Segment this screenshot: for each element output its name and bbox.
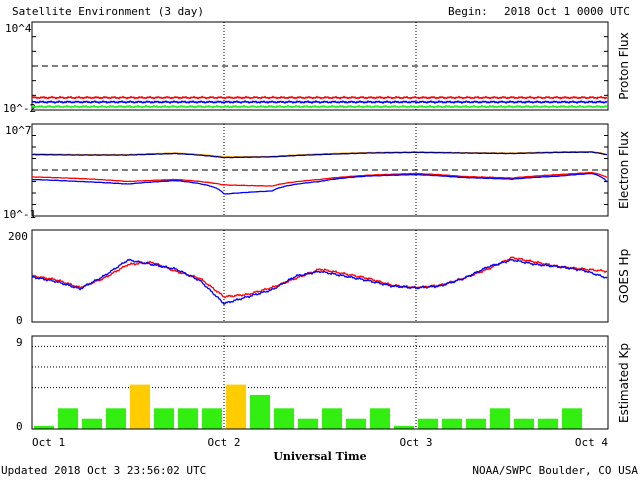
hp-y-min-label: 0 xyxy=(16,314,23,327)
credit-text: NOAA/SWPC Boulder, CO USA xyxy=(472,464,638,477)
kp-bar xyxy=(130,384,150,429)
x-tick-label: Oct 4 xyxy=(575,436,608,449)
proton-flux-series-green xyxy=(31,104,608,109)
kp-bar xyxy=(538,418,558,429)
proton-flux-axis-label: Proton Flux xyxy=(617,32,631,99)
kp-bar xyxy=(394,425,414,429)
kp-bar xyxy=(106,408,126,429)
estimated-kp-panel: 9 0 Estimated Kp xyxy=(16,335,631,433)
electron-flux-series-navy xyxy=(31,151,608,159)
electron-y-min-label: 10^-1 xyxy=(3,208,36,221)
kp-bar xyxy=(418,418,438,429)
kp-bar xyxy=(250,394,270,429)
kp-bar xyxy=(274,408,294,429)
kp-bar xyxy=(490,408,510,429)
begin-value: 2018 Oct 1 0000 UTC xyxy=(504,5,630,18)
proton-flux-series-red xyxy=(31,95,607,100)
goes-hp-frame xyxy=(31,229,609,323)
hp-y-max-label: 200 xyxy=(8,230,28,243)
electron-flux-panel: 10^7 10^-1 Electron Flux xyxy=(3,123,631,221)
kp-bar xyxy=(514,418,534,429)
goes-hp-series-red xyxy=(31,256,607,299)
electron-flux-series-red xyxy=(31,171,608,187)
x-tick-label: Oct 1 xyxy=(32,436,65,449)
electron-y-max-label: 10^7 xyxy=(5,124,32,137)
proton-flux-panel: 10^4 10^-2 Proton Flux xyxy=(3,21,631,115)
kp-bar xyxy=(34,425,54,429)
kp-bar xyxy=(178,408,198,429)
proton-y-min-label: 10^-2 xyxy=(3,102,36,115)
kp-bar xyxy=(202,408,222,429)
proton-y-max-label: 10^4 xyxy=(5,22,32,35)
kp-axis-label: Estimated Kp xyxy=(617,343,631,423)
kp-bar xyxy=(562,408,582,429)
kp-y-max-label: 9 xyxy=(16,336,23,349)
kp-bar xyxy=(442,418,462,429)
kp-bar xyxy=(58,408,78,429)
kp-y-min-label: 0 xyxy=(16,420,23,433)
goes-hp-axis-label: GOES Hp xyxy=(617,249,631,303)
electron-flux-series-blue xyxy=(31,172,608,195)
x-axis-label: Universal Time xyxy=(273,450,366,463)
kp-bar xyxy=(226,384,246,429)
kp-frame xyxy=(31,335,609,430)
updated-timestamp: Updated 2018 Oct 3 23:56:02 UTC xyxy=(1,464,206,477)
x-tick-label: Oct 2 xyxy=(207,436,240,449)
goes-hp-panel: 200 0 GOES Hp xyxy=(8,229,631,327)
kp-bar xyxy=(346,418,366,429)
kp-bar xyxy=(322,408,342,429)
begin-label: Begin: xyxy=(448,5,488,18)
goes-hp-series-blue xyxy=(31,258,608,306)
kp-bar xyxy=(82,418,102,429)
x-axis-ticks: Oct 1 Oct 2 Oct 3 Oct 4 xyxy=(32,436,608,449)
proton-flux-series-blue xyxy=(31,100,608,104)
kp-bar xyxy=(466,418,486,429)
x-tick-label: Oct 3 xyxy=(399,436,432,449)
electron-flux-frame xyxy=(31,123,609,217)
chart-title: Satellite Environment (3 day) xyxy=(12,5,204,18)
kp-bar xyxy=(370,408,390,429)
electron-flux-axis-label: Electron Flux xyxy=(617,131,631,209)
kp-bar xyxy=(298,418,318,429)
kp-bar xyxy=(154,408,174,429)
